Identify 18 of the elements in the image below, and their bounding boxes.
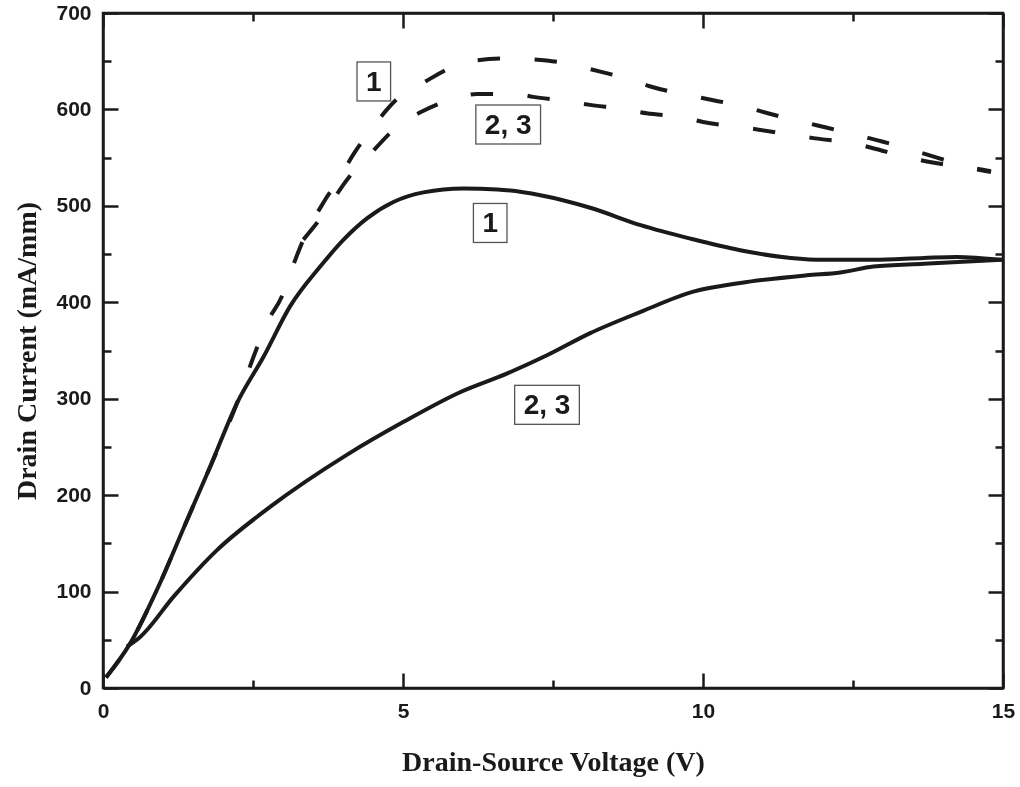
series-label: 1 — [482, 207, 498, 239]
y-tick-label: 500 — [56, 193, 92, 217]
y-tick-label: 300 — [56, 386, 92, 410]
x-tick-label: 5 — [397, 698, 410, 722]
y-tick-label: 600 — [56, 96, 92, 120]
y-tick-label: 100 — [56, 579, 92, 603]
x-tick-label: 15 — [991, 698, 1016, 722]
series-label: 2, 3 — [484, 109, 532, 140]
y-tick-label: 200 — [56, 482, 92, 506]
x-tick-label: 0 — [97, 698, 110, 722]
y-tick-label: 0 — [79, 675, 92, 699]
y-tick-label: 400 — [56, 289, 92, 313]
x-axis-title: Drain-Source Voltage (V) — [402, 745, 705, 777]
series-label: 2, 3 — [523, 389, 571, 421]
x-tick-label: 10 — [691, 698, 716, 722]
y-tick-label: 700 — [56, 0, 92, 24]
y-axis-title: Drain Current (mA/mm) — [11, 201, 43, 501]
series-label: 1 — [366, 65, 382, 97]
